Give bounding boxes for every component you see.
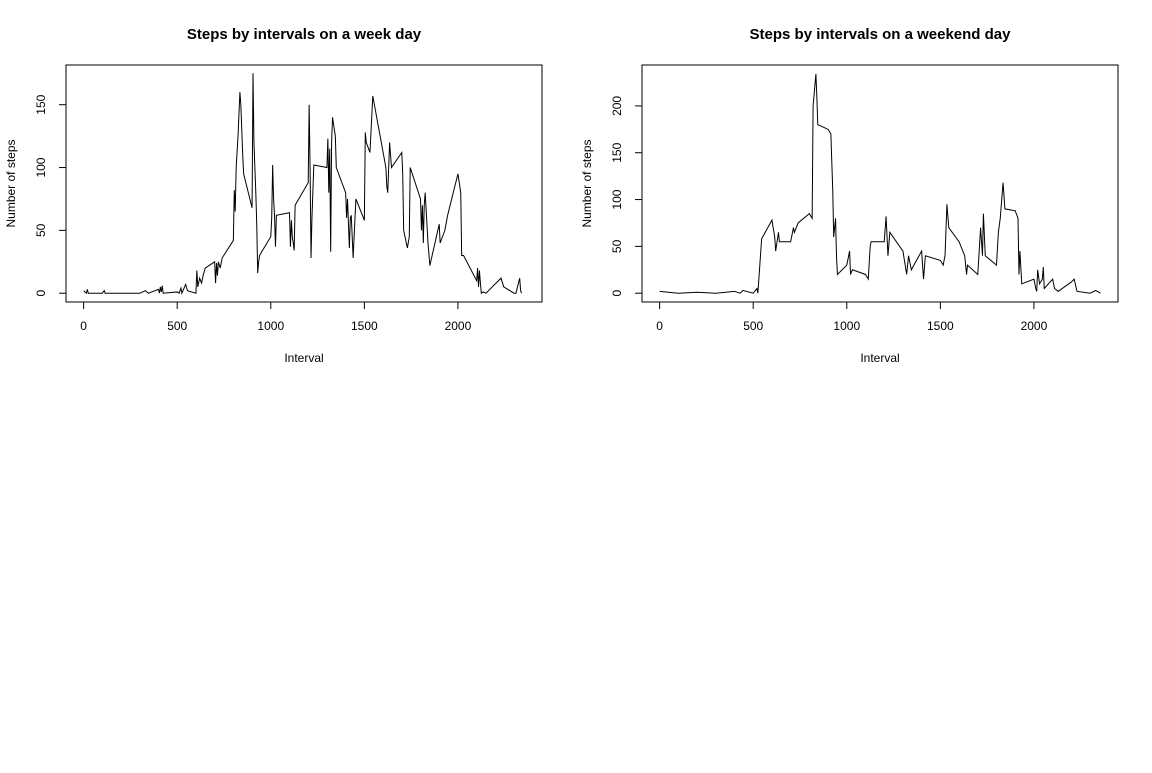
y-axis-label: Number of steps xyxy=(4,139,18,227)
chart-title: Steps by intervals on a week day xyxy=(187,26,422,43)
data-line xyxy=(659,74,1101,294)
x-tick-label: 0 xyxy=(656,319,663,333)
y-tick-label: 50 xyxy=(610,239,624,253)
x-tick-label: 1500 xyxy=(351,319,378,333)
x-tick-label: 500 xyxy=(743,319,763,333)
x-tick-label: 0 xyxy=(80,319,87,333)
y-tick-label: 0 xyxy=(610,290,624,297)
data-line xyxy=(83,73,523,295)
y-tick-label: 150 xyxy=(34,94,48,114)
y-tick-label: 100 xyxy=(610,189,624,209)
x-tick-label: 2000 xyxy=(445,319,472,333)
x-tick-label: 1000 xyxy=(257,319,284,333)
y-tick-label: 100 xyxy=(34,157,48,177)
y-tick-label: 200 xyxy=(610,96,624,116)
y-tick-label: 50 xyxy=(34,223,48,237)
x-axis-label: Interval xyxy=(284,351,323,365)
y-axis-label: Number of steps xyxy=(580,139,594,227)
chart-title: Steps by intervals on a weekend day xyxy=(750,26,1012,43)
x-tick-label: 2000 xyxy=(1021,319,1048,333)
x-tick-label: 1500 xyxy=(927,319,954,333)
x-axis-label: Interval xyxy=(860,351,899,365)
x-tick-label: 500 xyxy=(167,319,187,333)
y-tick-label: 150 xyxy=(610,142,624,162)
x-tick-label: 1000 xyxy=(833,319,860,333)
y-tick-label: 0 xyxy=(34,290,48,297)
